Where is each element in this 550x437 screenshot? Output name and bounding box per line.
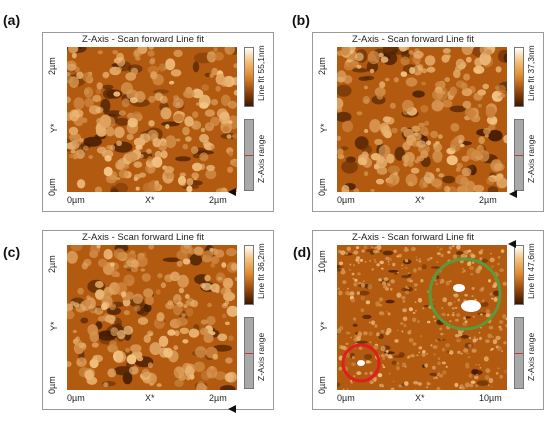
afm-texture (67, 47, 237, 192)
afm-texture (67, 245, 237, 390)
z-range-label: Z-Axis range (256, 134, 266, 183)
pointer-arrow-icon (228, 405, 236, 413)
colorbar (244, 47, 254, 107)
colorbar-label: Line fit 37,3nm (526, 45, 536, 101)
x-right-label: 2µm (479, 195, 497, 205)
colorbar (514, 47, 524, 107)
y-bottom-label: 0µm (47, 178, 57, 196)
colorbar-label: Line fit 36,2nm (256, 243, 266, 299)
x-axis-label: X* (415, 195, 425, 205)
panel-title: Z-Axis - Scan forward Line fit (352, 34, 474, 45)
x-axis-label: X* (145, 195, 155, 205)
colorbar (244, 245, 254, 305)
range-marker (515, 155, 523, 156)
afm-image-a (67, 47, 237, 192)
red-circle-annotation (341, 343, 381, 383)
y-bottom-label: 0µm (317, 376, 327, 394)
colorbar (514, 245, 524, 305)
pointer-arrow-icon (508, 240, 516, 248)
range-marker (515, 353, 523, 354)
y-axis-label: Y* (319, 123, 329, 133)
z-range-slider[interactable] (514, 119, 524, 191)
colorbar-label: Line fit 47,6nm (526, 243, 536, 299)
afm-image-c (67, 245, 237, 390)
x-left-label: 0µm (337, 393, 355, 403)
range-marker (245, 155, 253, 156)
panel-label-d: (d) (293, 244, 311, 260)
y-axis-label: Y* (49, 123, 59, 133)
afm-image-d (337, 245, 507, 390)
y-top-label: 2µm (47, 57, 57, 75)
z-range-label: Z-Axis range (526, 134, 536, 183)
panel-label-a: (a) (3, 12, 21, 28)
afm-panel-c: Z-Axis - Scan forward Line fit 2µm Y* 0µ… (42, 230, 274, 410)
pointer-arrow-icon (228, 188, 236, 196)
y-axis-label: Y* (319, 321, 329, 331)
y-top-label: 2µm (47, 255, 57, 273)
x-right-label: 10µm (479, 393, 502, 403)
afm-texture (337, 245, 507, 390)
colorbar-label: Line fit 55,1nm (256, 45, 266, 101)
y-top-label: 2µm (317, 57, 327, 75)
z-range-label: Z-Axis range (256, 332, 266, 381)
z-range-slider[interactable] (514, 317, 524, 389)
z-range-slider[interactable] (244, 119, 254, 191)
afm-texture (337, 47, 507, 192)
y-top-label: 10µm (317, 250, 327, 273)
y-bottom-label: 0µm (317, 178, 327, 196)
x-right-label: 2µm (209, 393, 227, 403)
z-range-label: Z-Axis range (526, 332, 536, 381)
green-circle-annotation (428, 257, 502, 331)
panel-label-c: (c) (3, 244, 21, 260)
panel-title: Z-Axis - Scan forward Line fit (82, 34, 204, 45)
panel-label-b: (b) (292, 12, 310, 28)
z-range-slider[interactable] (244, 317, 254, 389)
x-axis-label: X* (415, 393, 425, 403)
afm-panel-a: Z-Axis - Scan forward Line fit 2µm Y* 0µ… (42, 32, 274, 212)
afm-image-b (337, 47, 507, 192)
x-left-label: 0µm (337, 195, 355, 205)
x-right-label: 2µm (209, 195, 227, 205)
panel-title: Z-Axis - Scan forward Line fit (82, 232, 204, 243)
y-bottom-label: 0µm (47, 376, 57, 394)
pointer-arrow-icon (509, 190, 517, 198)
range-marker (245, 353, 253, 354)
x-left-label: 0µm (67, 195, 85, 205)
x-axis-label: X* (145, 393, 155, 403)
afm-panel-d: Z-Axis - Scan forward Line fit 10µm Y* 0… (312, 230, 544, 410)
x-left-label: 0µm (67, 393, 85, 403)
afm-panel-b: Z-Axis - Scan forward Line fit 2µm Y* 0µ… (312, 32, 544, 212)
panel-title: Z-Axis - Scan forward Line fit (352, 232, 474, 243)
y-axis-label: Y* (49, 321, 59, 331)
